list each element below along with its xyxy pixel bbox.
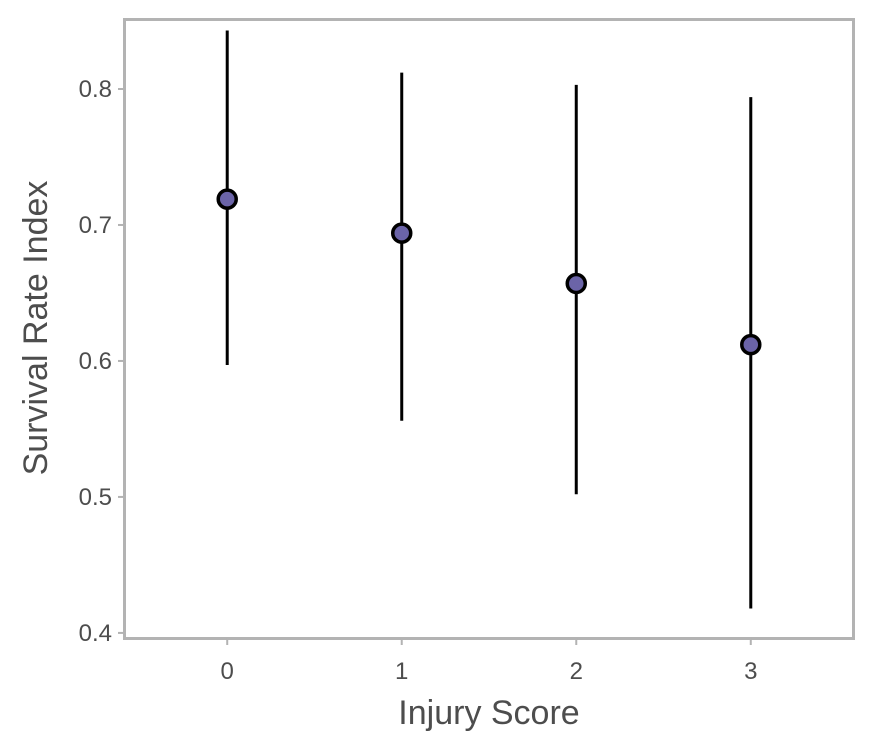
x-tick-label: 0 (221, 658, 234, 685)
y-tick-label: 0.4 (79, 620, 112, 647)
x-tick-label: 1 (395, 658, 408, 685)
data-point (565, 272, 588, 295)
y-axis: 0.4 0.5 0.6 0.7 0.8 (79, 76, 125, 647)
data-point (390, 222, 413, 244)
plot-panel-border (123, 18, 855, 640)
y-axis-title: Survival Rate Index (17, 181, 55, 476)
x-tick-label: 3 (744, 658, 757, 685)
y-tick-label: 0.8 (79, 76, 112, 103)
y-tick-label: 0.7 (79, 212, 112, 239)
data-point (740, 333, 762, 356)
x-tick-label: 2 (570, 658, 583, 685)
data-marks (216, 30, 762, 609)
y-tick-label: 0.6 (79, 348, 112, 375)
y-tick-label: 0.5 (79, 484, 112, 511)
x-axis-title: Injury Score (398, 694, 579, 732)
x-axis: 0 1 2 3 (221, 638, 757, 685)
data-point (216, 188, 238, 210)
